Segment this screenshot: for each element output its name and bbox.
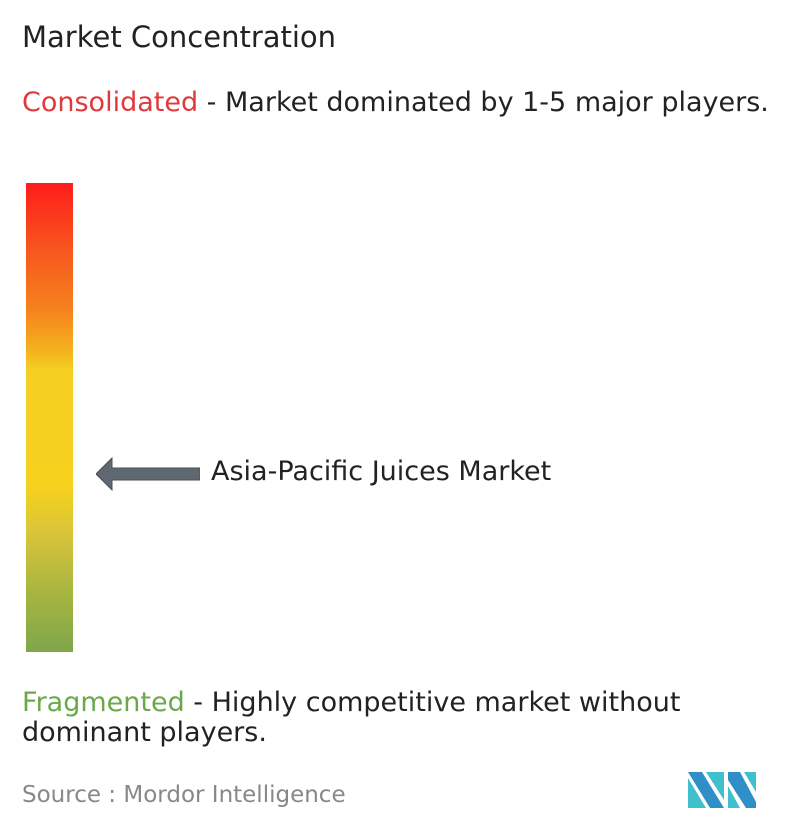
fragmented-description: Fragmented - Highly competitive market w… — [22, 688, 792, 748]
market-name-label: Asia-Pacific Juices Market — [211, 455, 552, 487]
source-line: Source : Mordor Intelligence — [22, 782, 346, 808]
consolidated-text: - Market dominated by 1-5 major players. — [198, 87, 769, 118]
mordor-logo-icon — [688, 772, 756, 808]
concentration-gradient-bar — [26, 183, 73, 652]
fragmented-text: - Highly competitive market without domi… — [22, 687, 681, 748]
source-value: Mordor Intelligence — [123, 782, 346, 808]
fragmented-label: Fragmented — [22, 687, 185, 718]
consolidated-label: Consolidated — [22, 87, 199, 118]
source-label: Source : — [22, 782, 117, 808]
arrow-left-icon — [96, 456, 200, 491]
page-title: Market Concentration — [22, 20, 337, 54]
consolidated-description: Consolidated - Market dominated by 1-5 m… — [22, 88, 792, 118]
